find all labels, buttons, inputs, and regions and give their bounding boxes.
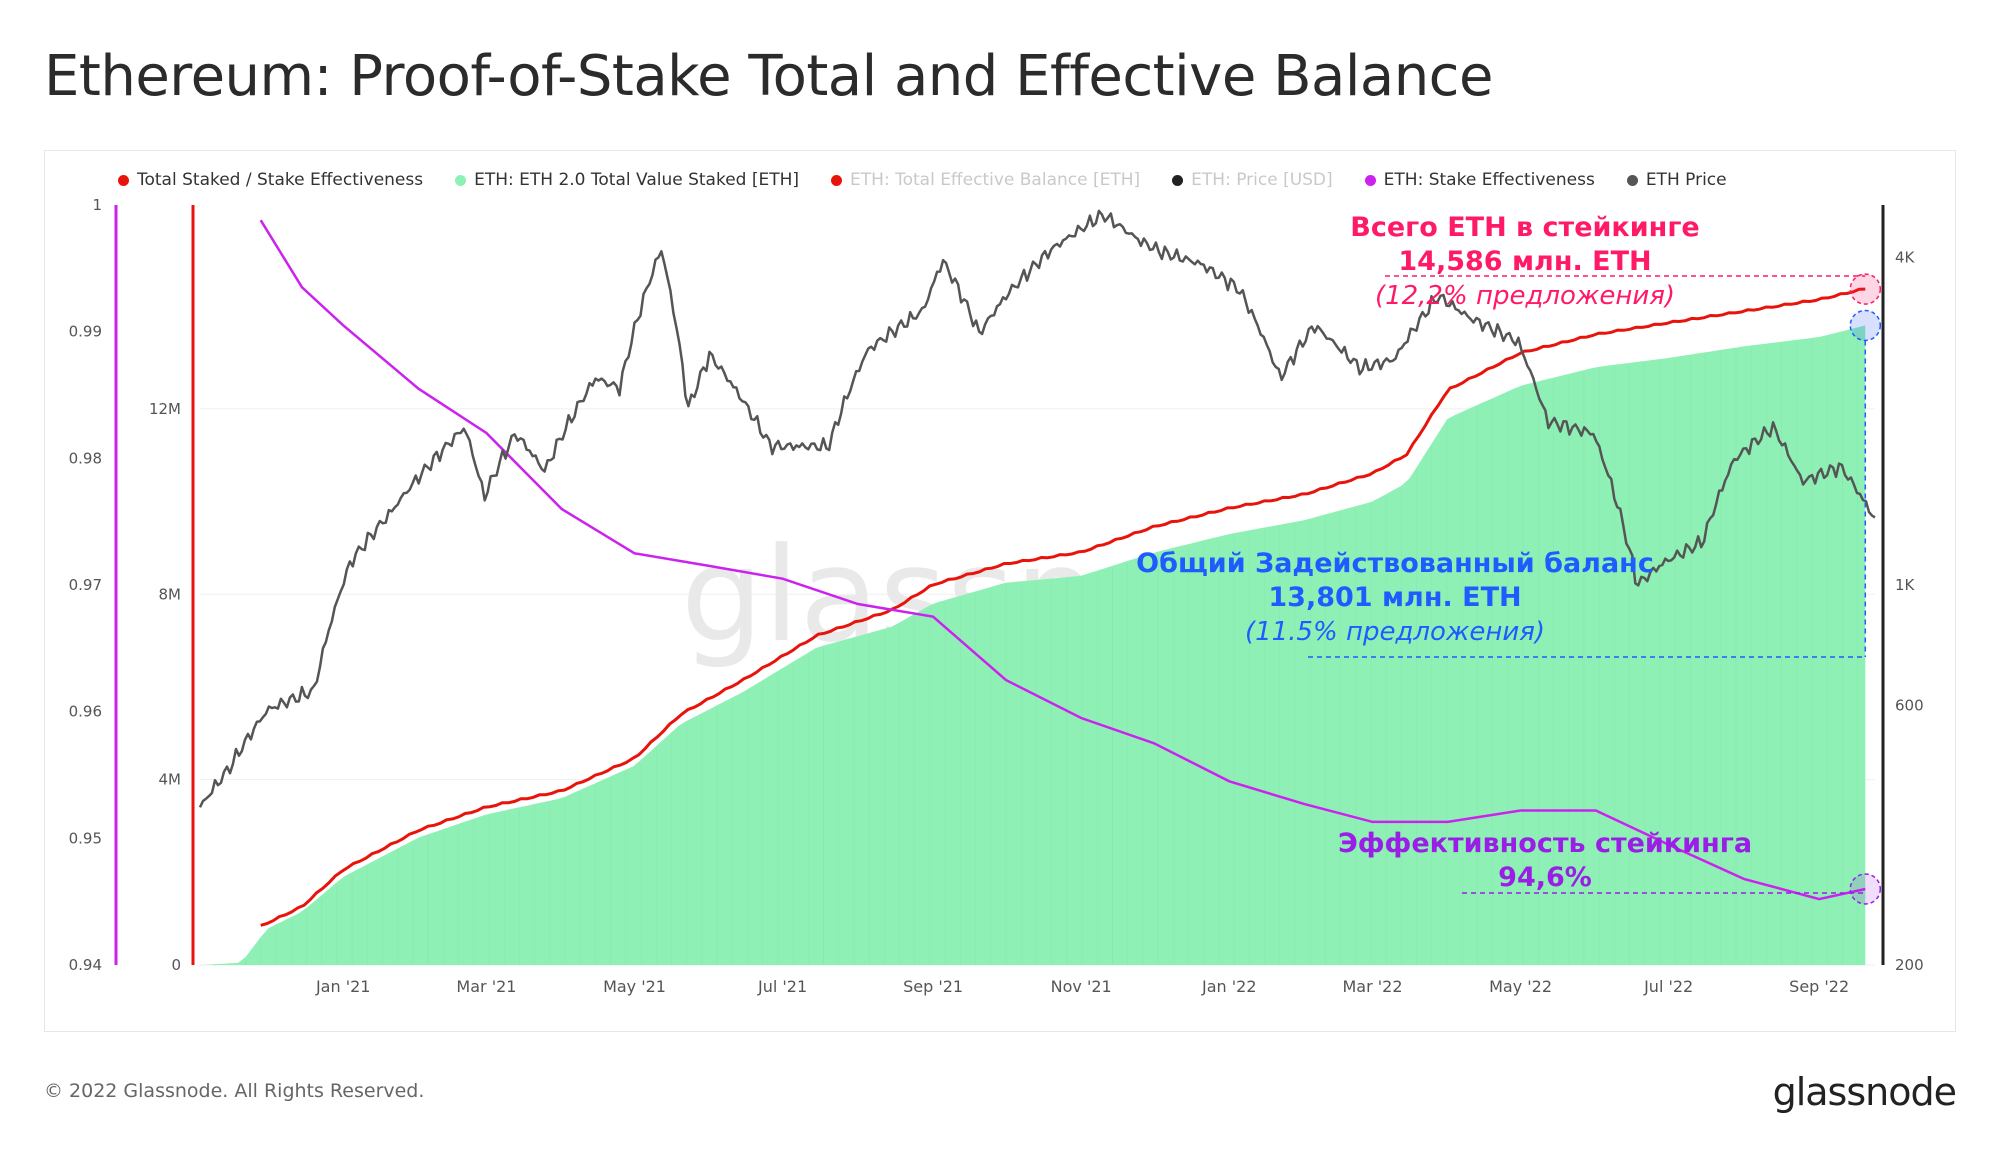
effectiveness-tick-label: 0.94 (69, 956, 102, 974)
effectiveness-tick-label: 0.97 (69, 576, 102, 594)
price-tick-label: 600 (1895, 697, 1924, 715)
price-tick-label: 200 (1895, 956, 1924, 974)
effectiveness-tick-label: 0.96 (69, 703, 102, 721)
effective-balance-annotation-title: Общий Задействованный баланс (1136, 548, 1654, 579)
x-tick-label: Sep '21 (903, 977, 963, 996)
total-staked-annotation-share: (12,2% предложения) (1375, 281, 1675, 311)
total-staked-annotation-value: 14,586 млн. ETH (1398, 246, 1651, 277)
price-tick-label: 4K (1895, 249, 1916, 267)
effective-balance-annotation-value: 13,801 млн. ETH (1268, 582, 1521, 613)
effective-balance-annotation-share: (11.5% предложения) (1245, 617, 1545, 647)
total-staked-line (260, 287, 1866, 927)
legend-label: ETH: ETH 2.0 Total Value Staked [ETH] (474, 170, 800, 190)
legend: Total Staked / Stake Effectiveness ETH: E… (118, 168, 1727, 192)
brand-logo[interactable]: glassnode (1772, 1070, 1957, 1114)
legend-dot-icon (1172, 174, 1184, 186)
legend-label: ETH: Price [USD] (1191, 170, 1333, 190)
legend-item[interactable]: Total Staked / Stake Effectiveness (118, 170, 423, 190)
legend-dot-icon (118, 174, 129, 186)
x-tick-label: Jan '21 (315, 977, 371, 996)
price-tick-label: 1K (1895, 576, 1916, 594)
legend-label: Total Staked / Stake Effectiveness (137, 170, 424, 190)
effective-balance-marker (1849, 309, 1882, 342)
effectiveness-tick-label: 1 (92, 196, 102, 214)
stake-effectiveness-line (259, 219, 1866, 901)
total-staked-annotation-title: Всего ETH в стейкинге (1350, 212, 1700, 243)
legend-dot-icon (1364, 174, 1376, 186)
stake-effectiveness-annotation-value: 94,6% (1498, 862, 1592, 893)
effectiveness-tick-label: 0.95 (69, 829, 102, 847)
legend-label: ETH: Total Effective Balance [ETH] (850, 170, 1141, 190)
x-tick-label: May '22 (1489, 977, 1552, 996)
legend-dot-icon (831, 174, 843, 186)
effectiveness-tick-label: 0.98 (69, 449, 102, 467)
staked-tick-label: 0 (171, 956, 181, 974)
page-title: Ethereum: Proof-of-Stake Total and Effec… (44, 44, 1493, 109)
staked-area-texture (199, 329, 1858, 967)
legend-item[interactable]: ETH: Total Effective Balance [ETH] (831, 170, 1140, 190)
stake-effectiveness-marker (1849, 873, 1882, 905)
staked-area (200, 325, 1866, 965)
legend-dot-icon (455, 174, 467, 186)
legend-item[interactable]: ETH: Price [USD] (1172, 170, 1333, 190)
legend-dot-icon (1626, 174, 1638, 186)
effectiveness-tick-label: 0.99 (69, 323, 102, 341)
x-tick-label: May '21 (603, 977, 666, 996)
x-tick-label: Nov '21 (1051, 977, 1112, 996)
legend-label: ETH Price (1645, 170, 1727, 190)
staked-tick-label: 4M (159, 771, 182, 789)
staked-tick-label: 8M (159, 585, 182, 603)
x-tick-label: Jul '21 (757, 977, 807, 996)
staked-tick-label: 12M (149, 400, 181, 418)
chart-panel (44, 150, 1956, 1032)
x-tick-label: Mar '22 (1342, 977, 1402, 996)
x-tick-label: Jan '22 (1201, 977, 1257, 996)
x-tick-label: Sep '22 (1789, 977, 1849, 996)
eth-price-line (198, 209, 1876, 808)
legend-label: ETH: Stake Effectiveness (1383, 170, 1595, 190)
x-tick-label: Jul '22 (1643, 977, 1693, 996)
total-staked-marker (1849, 273, 1882, 305)
legend-item[interactable]: ETH: ETH 2.0 Total Value Staked [ETH] (455, 170, 799, 190)
legend-item[interactable]: ETH: Stake Effectiveness (1364, 170, 1595, 190)
stake-effectiveness-annotation-title: Эффективность стейкинга (1338, 828, 1752, 859)
x-tick-label: Mar '21 (456, 977, 516, 996)
legend-item[interactable]: ETH Price (1626, 170, 1727, 190)
copyright-text: © 2022 Glassnode. All Rights Reserved. (44, 1080, 425, 1102)
